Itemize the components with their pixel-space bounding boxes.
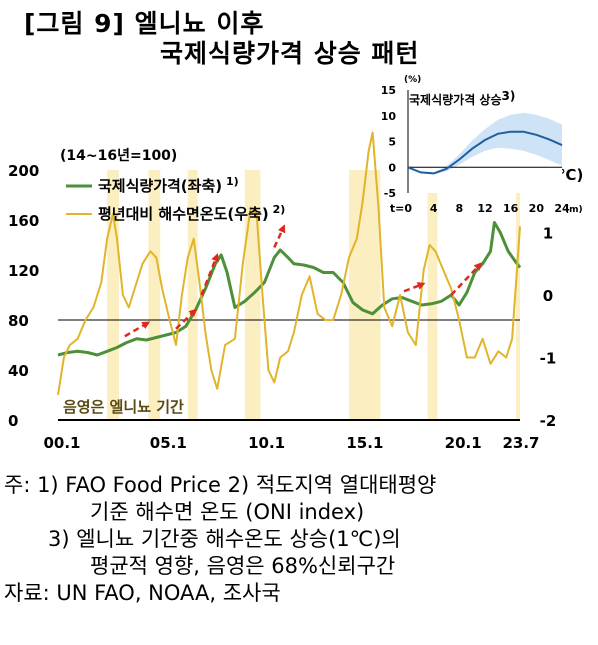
elnino-shade-5: [427, 170, 438, 420]
inset-y-tick-label: -5: [384, 187, 396, 200]
increase-arrow-3: [273, 224, 286, 249]
elnino-shade-6: [516, 170, 520, 420]
figure-title-line2: 국제식량가격 상승 패턴: [160, 39, 420, 68]
inset-confidence-band: [408, 112, 562, 175]
inset-x-tick-label: 12: [477, 202, 492, 215]
increase-arrow-1: [175, 308, 198, 330]
note-line-4: 평균적 영향, 음영은 68%신뢰구간: [90, 554, 396, 578]
note-line-3: 3) 엘니뇨 기간중 해수온도 상승(1℃)의: [48, 527, 401, 551]
note-line-1: 주: 1) FAO Food Price 2) 적도지역 열대태평양: [4, 473, 437, 497]
inset-x-tick-label: 24: [554, 202, 570, 215]
legend-label-1: 평년대비 해수면온도(우축) 2): [98, 203, 285, 223]
inset-x-tick-label: t=0: [390, 202, 412, 215]
legend-superscript-1: 2): [269, 203, 286, 216]
y-left-tick-label: 80: [8, 312, 29, 330]
notes: 주: 1) FAO Food Price 2) 적도지역 열대태평양 기준 해수…: [4, 472, 436, 607]
note-line-2: 기준 해수면 온도 (ONI index): [90, 500, 365, 524]
y-left-tick-label: 160: [8, 212, 39, 230]
y-left-tick-label: 40: [8, 362, 29, 380]
inset-unit-label: (%): [404, 75, 421, 85]
inset-x-tick-label: 4: [430, 202, 438, 215]
y-right-tick-label: 0: [543, 287, 553, 305]
y-left-tick-label: 200: [8, 162, 39, 180]
y-left-tick-label: 120: [8, 262, 39, 280]
inset-x-tick-label: 8: [456, 202, 464, 215]
inset-y-tick-label: 5: [388, 136, 396, 149]
increase-arrow-5: [450, 262, 483, 296]
inset-y-tick-label: 0: [388, 161, 396, 174]
inset-y-tick-label: 15: [381, 84, 396, 97]
y-right-tick-label: 1: [543, 225, 553, 243]
x-tick-label: 20.1: [445, 434, 482, 452]
y-right-tick-label: -1: [540, 350, 557, 368]
inset-x-tick-label: 20: [529, 202, 545, 215]
x-tick-label: 00.1: [43, 434, 80, 452]
inset-x-tick-label: 16: [503, 202, 519, 215]
inset-x-unit: (m): [565, 205, 583, 215]
increase-arrow-0: [124, 321, 151, 338]
series-line-1: [57, 131, 521, 396]
inset-title-superscript: 3): [502, 89, 516, 103]
elnino-shade-1: [148, 170, 161, 420]
legend-superscript-0: 1): [222, 175, 239, 188]
series-line-0: [57, 221, 522, 357]
x-tick-label: 23.7: [502, 434, 539, 452]
source-line: 자료: UN FAO, NOAA, 조사국: [4, 581, 281, 605]
y-left-unit-label: (14~16년=100): [60, 148, 177, 164]
elnino-shade-0: [107, 170, 119, 420]
increase-arrow-2: [200, 253, 219, 296]
elnino-shade-2: [187, 170, 198, 420]
y-left-tick-label: 0: [8, 412, 18, 430]
x-tick-label: 15.1: [346, 434, 383, 452]
x-tick-label: 05.1: [150, 434, 187, 452]
inset-series-line: [407, 130, 563, 175]
elnino-shade-4: [348, 170, 381, 420]
shade-label: 음영은 엘니뇨 기간: [63, 398, 184, 416]
y-right-tick-label: -2: [540, 412, 557, 430]
x-tick-label: 10.1: [248, 434, 285, 452]
increase-arrow-4: [403, 282, 426, 293]
legend-label-0: 국제식량가격(좌축) 1): [98, 175, 239, 195]
inset-title: 국제식량가격 상승3): [409, 89, 515, 107]
figure-title-line1: [그림 9] 엘니뇨 이후: [24, 9, 265, 38]
inset-y-tick-label: 10: [381, 110, 397, 123]
